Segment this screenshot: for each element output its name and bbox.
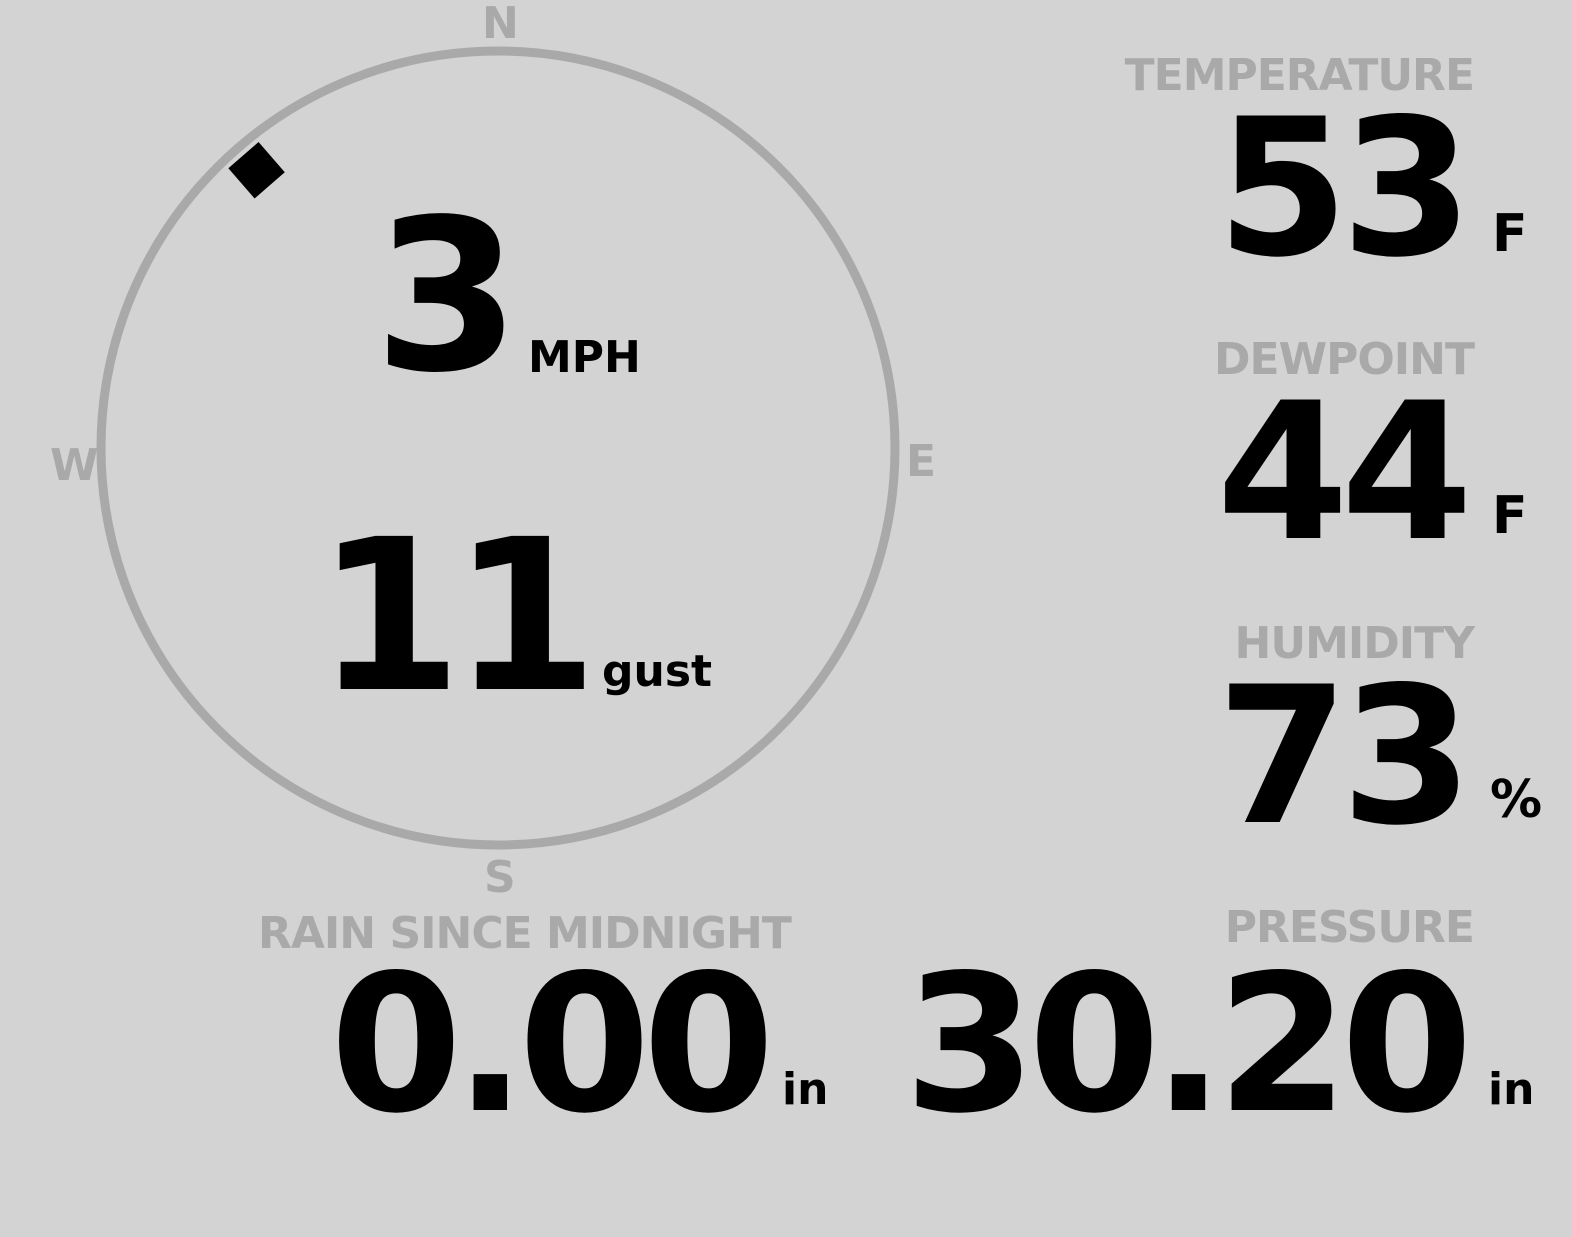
dewpoint-value: 44	[1216, 362, 1473, 583]
wind-speed-value: 3	[374, 174, 520, 419]
wind-gust-value: 11	[316, 494, 598, 739]
compass-ring	[96, 46, 900, 850]
pressure-label: PRESSURE	[1224, 902, 1475, 953]
temperature-value: 53	[1216, 78, 1473, 299]
pressure-value: 30.20	[904, 934, 1473, 1155]
compass-east-label: E	[906, 436, 937, 487]
humidity-unit: %	[1490, 770, 1543, 830]
compass-south-label: S	[484, 852, 516, 903]
dewpoint-label: DEWPOINT	[1214, 334, 1475, 385]
rain-label: RAIN SINCE MIDNIGHT	[258, 908, 792, 959]
wind-direction-marker	[228, 142, 285, 199]
temperature-label: TEMPERATURE	[1124, 50, 1475, 101]
rain-unit: in	[782, 1064, 829, 1115]
wind-gust-unit: gust	[602, 646, 713, 697]
humidity-label: HUMIDITY	[1234, 618, 1475, 669]
temperature-unit: F	[1492, 204, 1528, 264]
dewpoint-unit: F	[1492, 486, 1528, 546]
compass-west-label: W	[50, 440, 99, 491]
compass-north-label: N	[482, 0, 519, 49]
rain-value: 0.00	[330, 934, 775, 1155]
wind-speed-unit: MPH	[528, 332, 641, 383]
humidity-value: 73	[1216, 646, 1473, 867]
pressure-unit: in	[1488, 1064, 1535, 1115]
